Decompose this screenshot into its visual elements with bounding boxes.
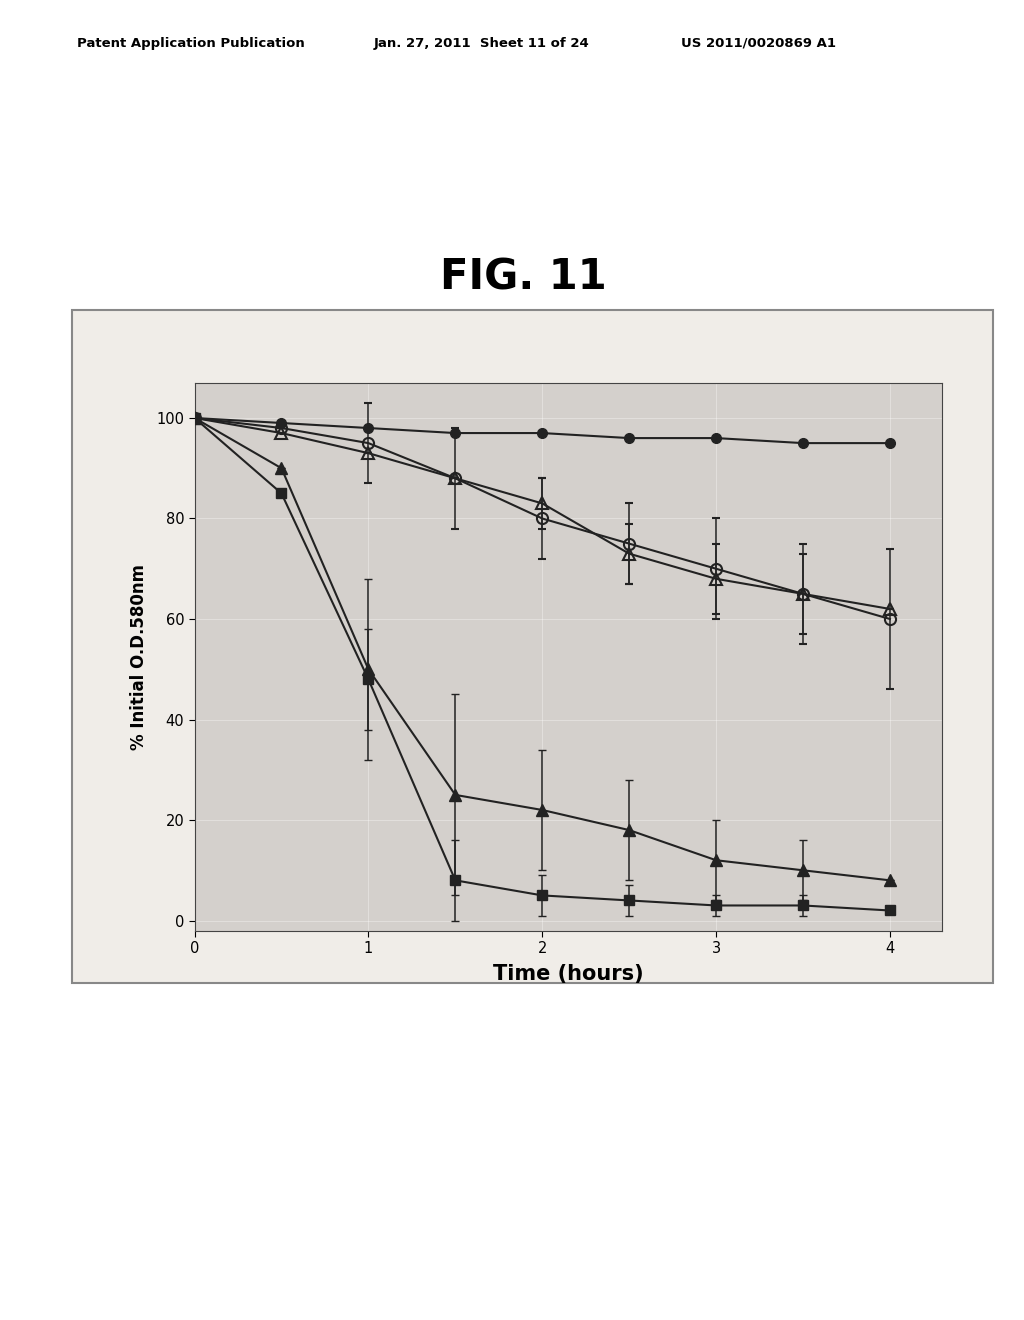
Text: Patent Application Publication: Patent Application Publication: [77, 37, 304, 50]
X-axis label: Time (hours): Time (hours): [493, 965, 644, 985]
Text: Jan. 27, 2011  Sheet 11 of 24: Jan. 27, 2011 Sheet 11 of 24: [374, 37, 590, 50]
Text: FIG. 11: FIG. 11: [440, 256, 607, 298]
Text: US 2011/0020869 A1: US 2011/0020869 A1: [681, 37, 836, 50]
Y-axis label: % Initial O.D.580nm: % Initial O.D.580nm: [130, 564, 147, 750]
